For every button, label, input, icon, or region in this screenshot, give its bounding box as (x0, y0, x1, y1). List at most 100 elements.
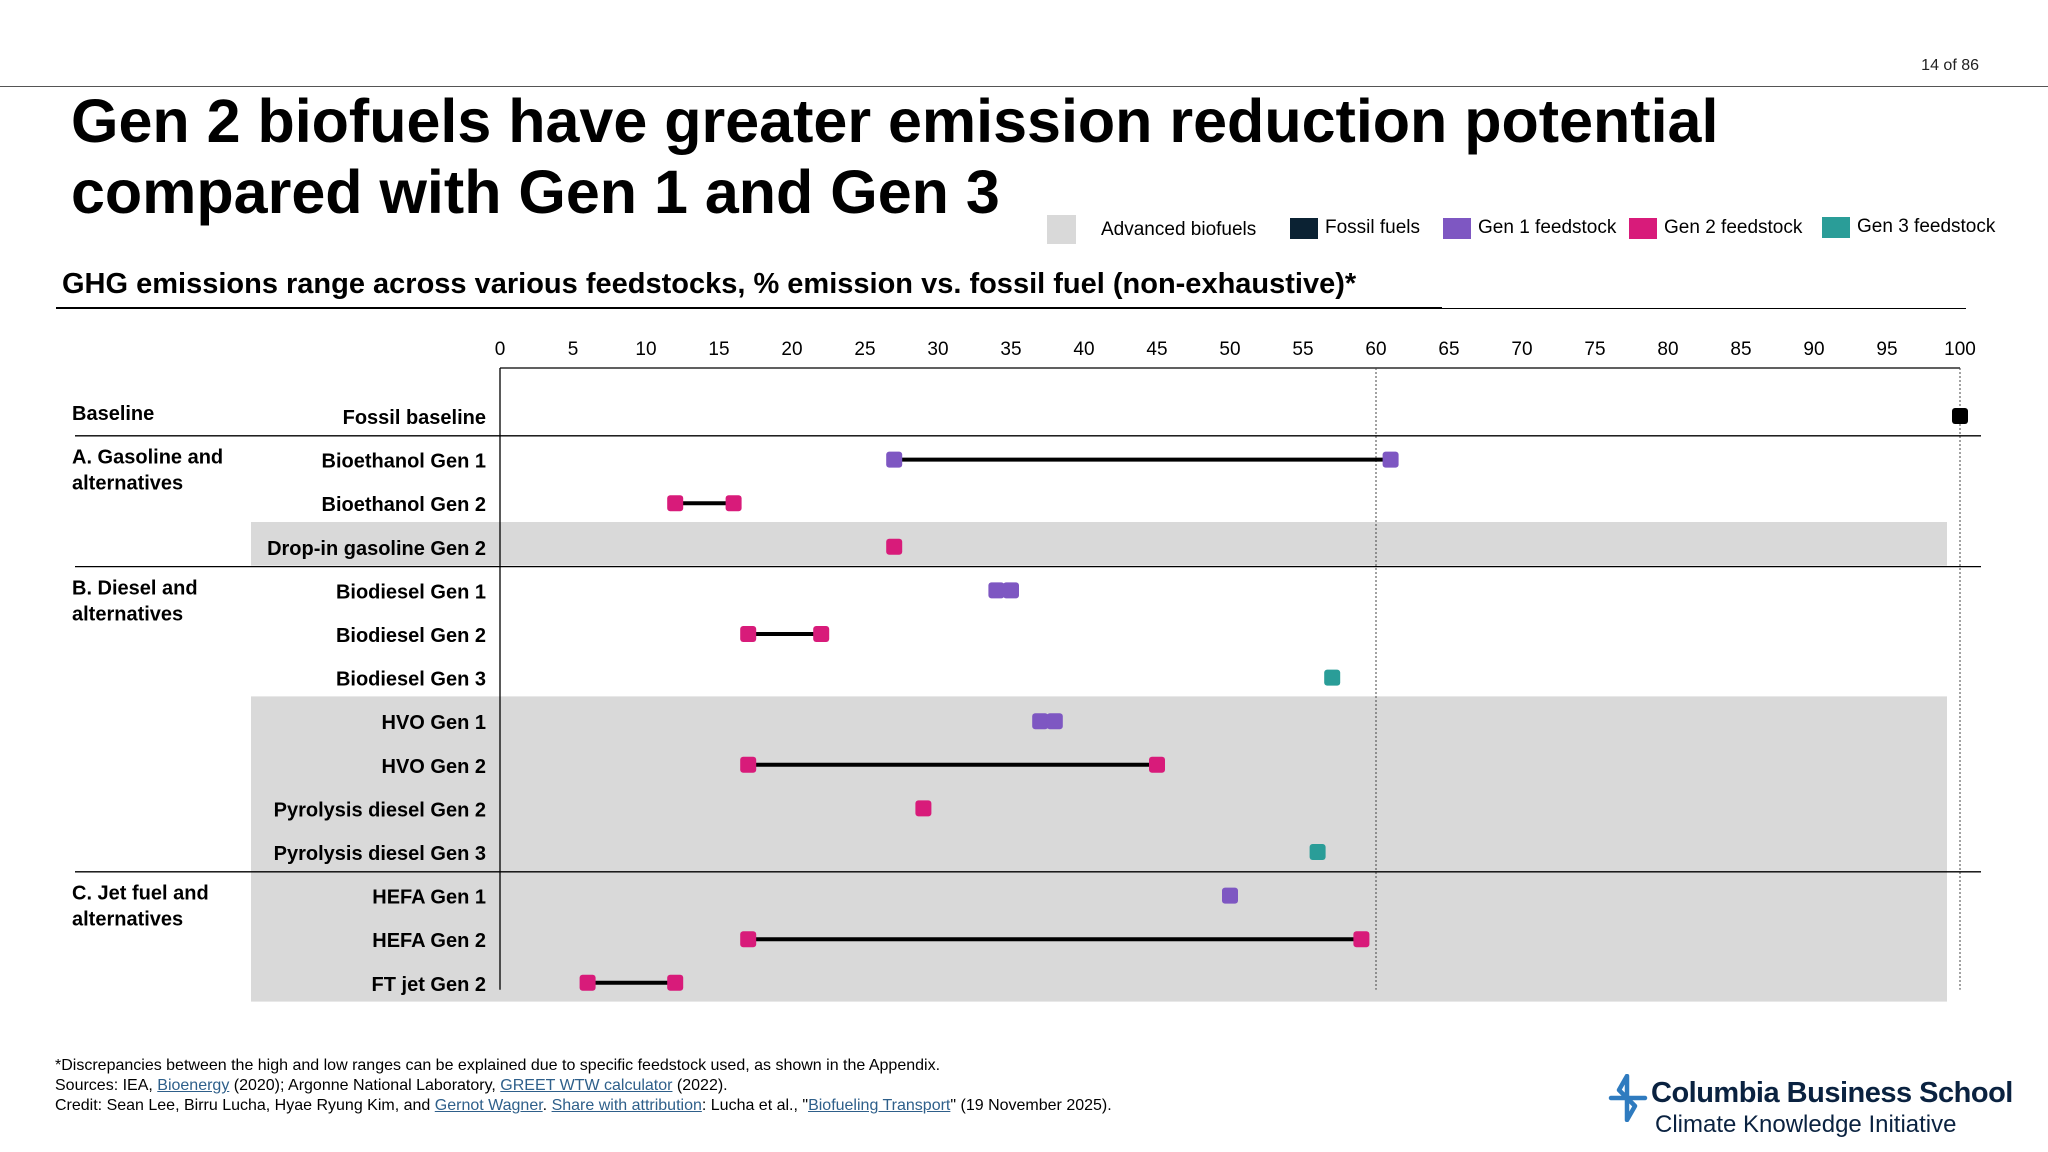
x-tick-label: 55 (1292, 339, 1313, 360)
legend-item-advanced: Advanced biofuels (1047, 215, 1256, 244)
x-tick-label: 70 (1511, 339, 1532, 360)
data-marker (1149, 756, 1165, 773)
title-line-2: compared with Gen 1 and Gen 3 (71, 158, 1000, 226)
group-label: alternatives (72, 909, 183, 931)
advanced-biofuels-band (251, 696, 1947, 1002)
legend-swatch-gen3 (1822, 216, 1850, 238)
legend-label-gen2: Gen 2 feedstock (1664, 217, 1803, 238)
link-greet-calculator[interactable]: GREET WTW calculator (500, 1077, 673, 1094)
group-label: C. Jet fuel and (72, 883, 209, 905)
data-marker (915, 800, 932, 817)
data-marker (1324, 669, 1341, 686)
x-tick-label: 80 (1657, 339, 1678, 360)
group-label: alternatives (72, 473, 183, 495)
data-marker (740, 931, 757, 948)
legend-swatch-gen1 (1443, 217, 1471, 239)
data-marker (886, 538, 903, 555)
logo-initiative-name: Climate Knowledge Initiative (1655, 1111, 1957, 1138)
x-tick-label: 20 (781, 339, 802, 360)
row-label: Bioethanol Gen 1 (322, 451, 486, 473)
row-label: Biodiesel Gen 3 (336, 669, 486, 691)
data-marker (813, 626, 830, 642)
data-marker (740, 756, 757, 773)
legend-swatch-fossil (1290, 217, 1318, 239)
x-tick-label: 95 (1876, 339, 1897, 360)
data-marker (1309, 844, 1326, 860)
data-marker (725, 495, 742, 512)
data-marker (988, 582, 1005, 599)
x-tick-label: 15 (708, 339, 729, 360)
subtitle-rule-accent (56, 307, 1442, 309)
data-marker (1003, 582, 1019, 599)
row-label: FT jet Gen 2 (372, 974, 486, 996)
footnote-credit: Credit: Sean Lee, Birru Lucha, Hyae Ryun… (55, 1096, 1112, 1116)
credit-prefix: Credit: Sean Lee, Birru Lucha, Hyae Ryun… (55, 1097, 435, 1114)
footnote-note: *Discrepancies between the high and low … (55, 1057, 941, 1074)
x-tick-label: 50 (1219, 339, 1240, 360)
sources-prefix: Sources: IEA, (55, 1077, 158, 1094)
group-label: Baseline (72, 403, 154, 425)
legend-label-gen1: Gen 1 feedstock (1478, 217, 1617, 238)
x-tick-label: 5 (568, 339, 579, 360)
footnotes: *Discrepancies between the high and low … (55, 1056, 1112, 1116)
row-label: Fossil baseline (343, 407, 486, 429)
sources-suffix: (2022). (672, 1077, 728, 1094)
header-rule (0, 86, 2048, 87)
advanced-biofuels-band (251, 522, 1947, 566)
legend-item-gen3: Gen 3 feedstock (1822, 216, 1995, 238)
x-tick-label: 25 (854, 339, 875, 360)
link-share-with-attribution[interactable]: Share with attribution (551, 1097, 702, 1114)
sources-mid: (2020); Argonne National Laboratory, (229, 1077, 501, 1094)
group-label: A. Gasoline and (72, 447, 223, 469)
x-tick-label: 35 (1000, 339, 1021, 360)
data-marker (1952, 408, 1968, 424)
x-tick-label: 10 (635, 339, 656, 360)
row-label: HVO Gen 1 (382, 712, 486, 734)
x-tick-label: 30 (927, 339, 948, 360)
range-chart: 0 5 10 15 20 25 30 35 40 45 50 55 60 65 70 75 80 85 90 95 10… (72, 339, 1981, 1002)
legend-swatch-gen2 (1629, 217, 1657, 239)
credit-sep: . (542, 1097, 552, 1114)
data-marker (1032, 713, 1049, 730)
x-tick-label: 85 (1730, 339, 1751, 360)
x-tick-label: 0 (495, 339, 506, 360)
row-label: Biodiesel Gen 2 (336, 625, 486, 647)
link-gernot-wagner[interactable]: Gernot Wagner (434, 1097, 543, 1114)
page-number: 14 of 86 (1921, 57, 1979, 74)
footnote-sources: Sources: IEA, Bioenergy (2020); Argonne … (55, 1076, 1112, 1096)
data-marker (1222, 887, 1238, 904)
group-label: alternatives (72, 603, 183, 625)
data-marker (1382, 451, 1399, 468)
row-label: HEFA Gen 1 (372, 887, 486, 909)
data-marker (740, 626, 757, 642)
legend-label-gen3: Gen 3 feedstock (1857, 216, 1996, 237)
chart-legend: Advanced biofuels Fossil fuels Gen 1 fee… (0, 0, 2048, 260)
row-label: HVO Gen 2 (382, 756, 486, 778)
columbia-logo: Columbia Business School Climate Knowled… (1605, 1074, 2013, 1140)
x-tick-label: 60 (1365, 339, 1386, 360)
x-tick-label: 45 (1146, 339, 1167, 360)
x-tick-label: 65 (1438, 339, 1459, 360)
credit-mid: : Lucha et al., " (701, 1097, 809, 1114)
legend-item-gen1: Gen 1 feedstock (1443, 217, 1616, 239)
x-tick-label: 40 (1073, 339, 1094, 360)
row-label: Bioethanol Gen 2 (322, 494, 486, 516)
row-label: Pyrolysis diesel Gen 2 (274, 799, 486, 821)
credit-suffix: " (19 November 2025). (950, 1097, 1112, 1114)
data-marker (886, 451, 903, 468)
title-line-1: Gen 2 biofuels have greater emission red… (71, 87, 1719, 155)
legend-label-advanced: Advanced biofuels (1101, 218, 1257, 240)
row-label: HEFA Gen 2 (372, 930, 486, 952)
data-marker (1353, 931, 1370, 948)
data-marker (1046, 713, 1063, 730)
row-label: Pyrolysis diesel Gen 3 (274, 843, 486, 865)
data-marker (579, 974, 596, 991)
data-marker (667, 974, 684, 991)
legend-item-fossil: Fossil fuels (1290, 217, 1420, 239)
x-tick-label: 100 (1944, 339, 1976, 360)
chart-subtitle: GHG emissions range across various feeds… (62, 268, 1357, 300)
link-bioenergy[interactable]: Bioenergy (157, 1077, 230, 1094)
x-tick-label: 90 (1803, 339, 1824, 360)
link-biofueling-transport[interactable]: Biofueling Transport (808, 1097, 951, 1114)
row-label: Drop-in gasoline Gen 2 (267, 538, 486, 560)
